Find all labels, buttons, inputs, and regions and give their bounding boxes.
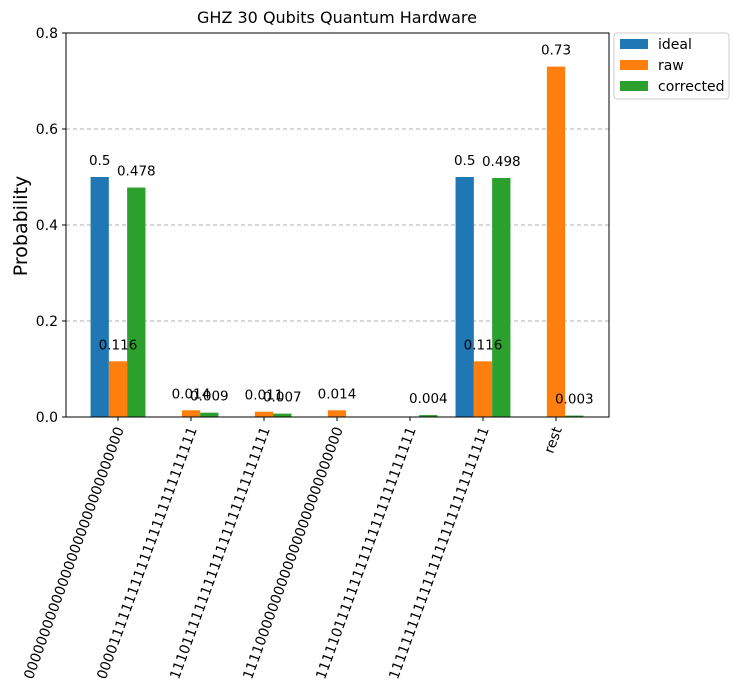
bar-value-label: 0.498 <box>482 154 521 170</box>
legend-swatch-raw <box>620 60 648 70</box>
bar-corrected <box>273 413 292 417</box>
legend-swatch-corrected <box>620 81 648 91</box>
legend-label-corrected: corrected <box>658 79 725 95</box>
bar-value-label: 0.004 <box>409 391 448 407</box>
x-tick-label: rest <box>542 424 566 455</box>
legend-label-ideal: ideal <box>658 37 692 53</box>
bar-raw <box>546 66 566 417</box>
bar-value-label: 0.014 <box>172 386 211 402</box>
bar-corrected <box>419 415 438 417</box>
y-tick-label: 0.6 <box>36 122 58 138</box>
bar-value-label: 0.116 <box>464 337 503 353</box>
legend-label-raw: raw <box>658 58 684 74</box>
bar-raw <box>108 361 128 417</box>
chart-title: GHZ 30 Qubits Quantum Hardware <box>197 8 477 27</box>
y-axis-ticks: 0.0 0.2 0.4 0.6 0.8 <box>36 26 66 426</box>
bar-value-label: 0.5 <box>454 153 475 169</box>
bar-corrected <box>200 412 219 417</box>
bar-corrected <box>127 187 146 417</box>
bar-corrected <box>492 177 511 417</box>
legend: ideal raw corrected <box>613 32 730 100</box>
bar-value-label: 0.003 <box>555 392 594 408</box>
y-tick-label: 0.8 <box>36 26 58 42</box>
bar-value-label: 0.5 <box>89 153 110 169</box>
bar-value-label: 0.011 <box>245 388 284 404</box>
bar-value-label: 0.73 <box>541 43 571 59</box>
plot-frame <box>65 32 610 418</box>
bar-value-label: 0.007 <box>263 390 302 406</box>
y-tick-label: 0.4 <box>36 218 58 234</box>
bar-value-label: 0.009 <box>190 389 229 405</box>
x-axis-ticks: 0000000000000000000000000000000000111111… <box>21 417 566 681</box>
bar-ideal <box>90 177 109 417</box>
bar-ideal <box>455 177 474 417</box>
y-tick-label: 0.2 <box>36 314 58 330</box>
bar-value-label: 0.116 <box>99 337 138 353</box>
y-tick-label: 0.0 <box>36 410 58 426</box>
y-axis-label: Probability <box>10 176 32 276</box>
bar-raw <box>254 411 274 417</box>
bar-corrected <box>565 415 584 417</box>
bar-value-label: 0.478 <box>117 164 156 180</box>
bar-raw <box>181 410 201 417</box>
bars <box>90 66 584 417</box>
legend-swatch-ideal <box>620 39 648 49</box>
bar-raw <box>473 361 493 417</box>
bar-raw <box>327 410 347 417</box>
bar-value-label: 0.014 <box>318 386 357 402</box>
